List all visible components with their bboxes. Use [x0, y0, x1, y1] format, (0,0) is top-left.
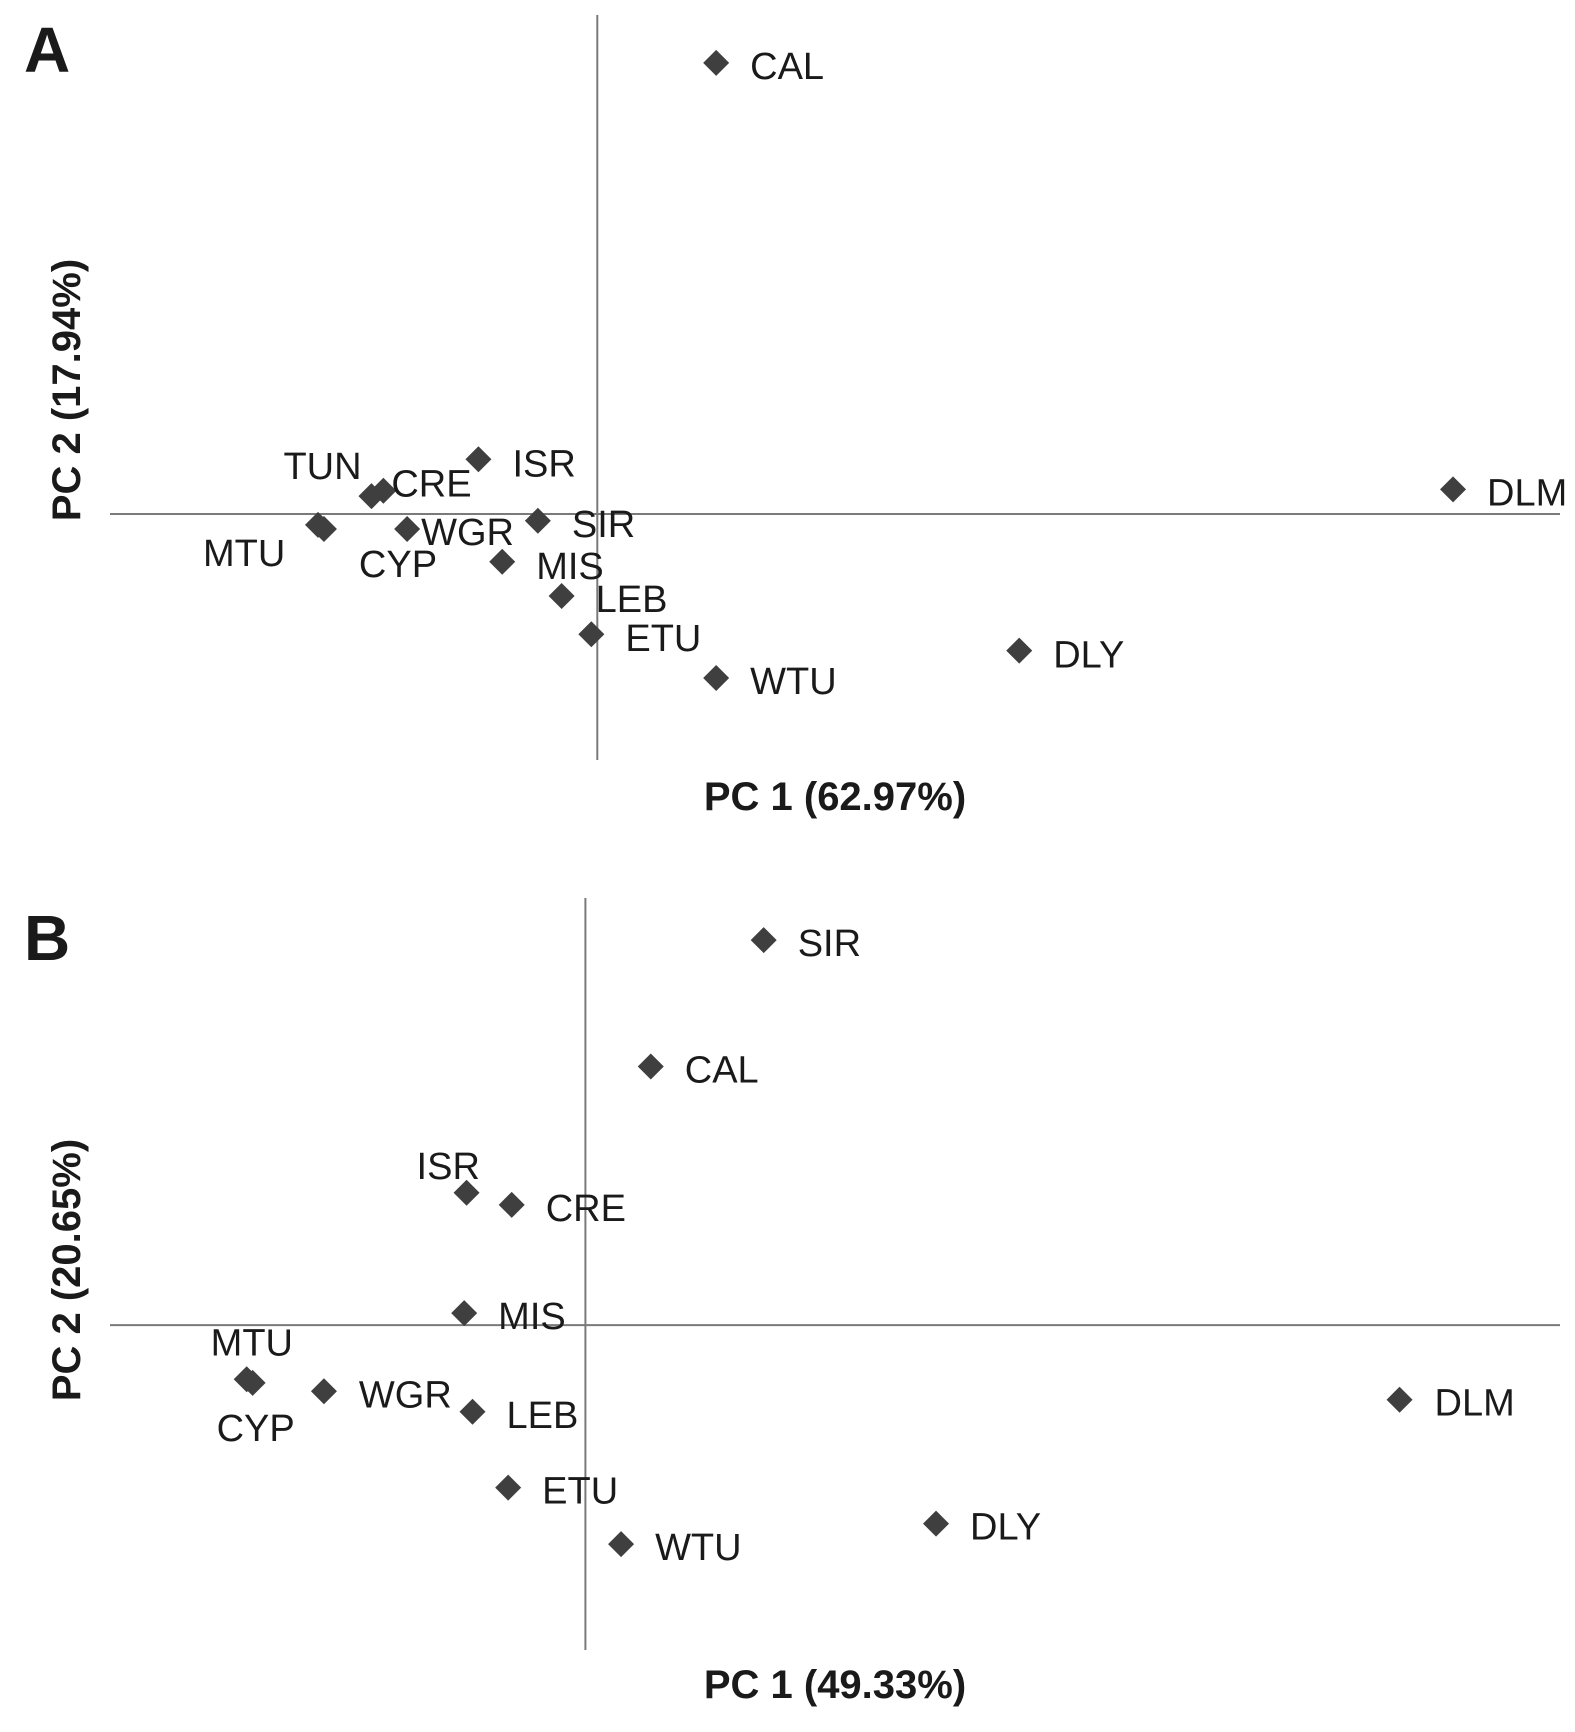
y-axis-title-b: PC 2 (20.65%) — [45, 1139, 89, 1401]
data-label-mtu: MTU — [203, 533, 285, 575]
data-label-dlm: DLM — [1435, 1383, 1515, 1425]
data-label-mis: MIS — [536, 546, 604, 588]
data-label-wgr: WGR — [421, 512, 514, 554]
data-label-sir: SIR — [572, 504, 635, 546]
data-point-cal — [637, 1053, 664, 1080]
data-point-dly — [1006, 637, 1033, 664]
data-label-etu: ETU — [542, 1471, 618, 1513]
data-point-sir — [750, 927, 777, 954]
data-label-cre: CRE — [546, 1188, 626, 1230]
data-point-cyp — [239, 1369, 266, 1396]
data-point-etu — [578, 621, 605, 648]
data-point-mis — [451, 1300, 478, 1327]
data-point-wtu — [608, 1531, 635, 1558]
x-axis-title-b: PC 1 (49.33%) — [704, 1663, 966, 1707]
data-label-isr: ISR — [417, 1146, 480, 1188]
x-axis-title-a: PC 1 (62.97%) — [704, 775, 966, 819]
data-label-leb: LEB — [596, 579, 668, 621]
data-label-wtu: WTU — [750, 661, 837, 703]
data-point-cre — [370, 477, 397, 504]
data-point-leb — [548, 582, 575, 609]
data-label-isr: ISR — [512, 443, 575, 485]
data-point-isr — [465, 446, 492, 473]
data-label-tun: TUN — [283, 446, 361, 488]
data-label-cal: CAL — [685, 1049, 759, 1091]
data-label-wgr: WGR — [359, 1374, 452, 1416]
y-axis-title-a: PC 2 (17.94%) — [45, 259, 89, 521]
data-point-wtu — [703, 664, 730, 691]
data-label-sir: SIR — [798, 923, 861, 965]
data-label-dly: DLY — [970, 1507, 1041, 1549]
data-label-etu: ETU — [625, 618, 701, 660]
data-label-cre: CRE — [391, 464, 471, 506]
data-label-dly: DLY — [1053, 635, 1124, 677]
data-point-mis — [489, 548, 516, 575]
data-label-cal: CAL — [750, 46, 824, 88]
data-label-mis: MIS — [498, 1296, 566, 1338]
data-point-isr — [453, 1179, 480, 1206]
data-point-dly — [923, 1510, 950, 1537]
data-point-cyp — [310, 515, 337, 542]
data-point-dlm — [1386, 1386, 1413, 1413]
data-label-cyp: CYP — [217, 1408, 295, 1450]
data-point-wgr — [394, 515, 421, 542]
panel-label-a: A — [24, 14, 70, 86]
data-point-etu — [495, 1474, 522, 1501]
data-point-leb — [459, 1398, 486, 1425]
panel-label-b: B — [24, 902, 70, 974]
data-point-wgr — [310, 1378, 337, 1405]
data-label-mtu: MTU — [211, 1322, 293, 1364]
data-point-cre — [498, 1191, 525, 1218]
data-label-leb: LEB — [507, 1395, 579, 1437]
data-label-dlm: DLM — [1487, 472, 1567, 514]
data-label-wtu: WTU — [655, 1527, 742, 1569]
data-point-sir — [524, 507, 551, 534]
data-point-cal — [703, 49, 730, 76]
data-point-dlm — [1440, 476, 1467, 503]
data-label-cyp: CYP — [359, 544, 437, 586]
